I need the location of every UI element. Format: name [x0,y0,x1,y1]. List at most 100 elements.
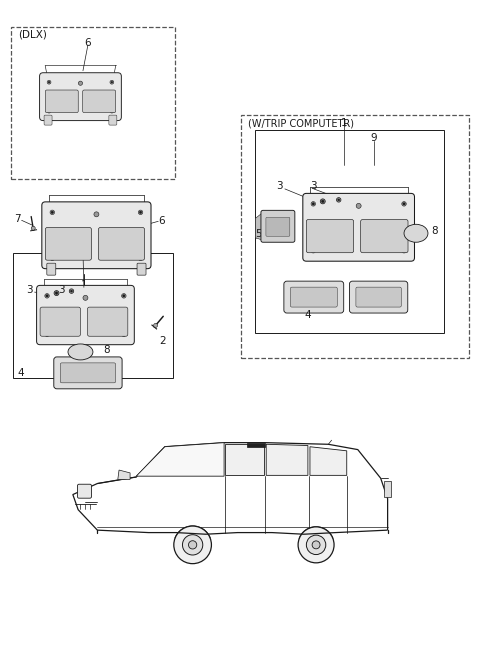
Ellipse shape [404,224,428,242]
Polygon shape [255,213,263,240]
Circle shape [110,80,114,84]
Circle shape [328,294,335,300]
FancyBboxPatch shape [45,228,91,260]
Circle shape [111,110,113,112]
FancyBboxPatch shape [266,217,290,236]
Ellipse shape [68,344,93,360]
Circle shape [182,535,203,555]
Circle shape [47,110,51,113]
Circle shape [138,256,143,260]
FancyBboxPatch shape [137,263,146,275]
Text: 4: 4 [18,368,24,378]
Circle shape [403,249,405,252]
Text: 8: 8 [431,226,438,236]
Text: 3: 3 [26,285,33,295]
Circle shape [110,110,114,113]
Circle shape [107,369,114,377]
Circle shape [311,249,315,253]
FancyBboxPatch shape [54,357,122,389]
Bar [255,130,444,333]
Circle shape [71,290,72,292]
Circle shape [50,210,55,215]
Text: 1: 1 [340,117,347,128]
Circle shape [31,226,35,230]
Circle shape [111,81,113,83]
Circle shape [78,81,83,85]
FancyBboxPatch shape [98,228,144,260]
Circle shape [48,81,50,83]
Polygon shape [136,443,224,476]
FancyBboxPatch shape [109,115,117,125]
Circle shape [392,294,399,300]
Circle shape [138,210,143,215]
FancyBboxPatch shape [303,194,415,261]
Polygon shape [225,444,264,476]
Circle shape [336,197,341,202]
Text: 6: 6 [84,38,91,48]
Text: 3: 3 [276,182,283,192]
Circle shape [121,294,126,298]
Circle shape [122,295,125,297]
Bar [384,482,391,497]
Circle shape [94,212,99,217]
Circle shape [402,201,406,206]
FancyBboxPatch shape [47,263,56,275]
Text: 7: 7 [14,215,21,224]
Circle shape [189,541,197,549]
FancyBboxPatch shape [360,220,408,253]
Circle shape [312,249,314,252]
Circle shape [83,295,88,300]
FancyBboxPatch shape [44,115,52,125]
FancyBboxPatch shape [290,287,337,307]
Bar [13,253,173,379]
Circle shape [121,332,126,337]
Circle shape [45,294,49,298]
Circle shape [298,527,334,563]
Circle shape [306,535,326,554]
Bar [241,115,469,358]
Polygon shape [247,443,265,447]
Polygon shape [266,444,308,476]
FancyBboxPatch shape [36,285,134,344]
Text: 9: 9 [370,133,377,142]
FancyBboxPatch shape [39,73,121,121]
FancyBboxPatch shape [356,287,401,307]
Circle shape [46,333,48,335]
FancyBboxPatch shape [306,220,354,253]
Circle shape [50,256,55,260]
Circle shape [154,323,157,327]
Text: 8: 8 [103,345,110,355]
FancyBboxPatch shape [349,281,408,313]
Circle shape [174,526,211,564]
FancyBboxPatch shape [77,484,92,498]
Text: 3: 3 [58,285,65,295]
Circle shape [45,332,49,337]
Circle shape [54,291,59,296]
Bar [11,27,175,179]
FancyBboxPatch shape [87,307,128,337]
Circle shape [356,203,361,209]
FancyBboxPatch shape [261,211,295,242]
Circle shape [55,292,58,295]
Text: 5: 5 [256,229,262,239]
FancyBboxPatch shape [284,281,344,313]
Circle shape [51,257,54,260]
Circle shape [338,199,340,201]
Polygon shape [310,447,347,476]
Circle shape [311,201,315,206]
FancyBboxPatch shape [60,363,116,383]
Text: (W/TRIP COMPUTETR): (W/TRIP COMPUTETR) [248,118,354,128]
Circle shape [46,295,48,297]
Text: 6: 6 [158,216,165,226]
Circle shape [139,257,142,260]
Circle shape [139,211,142,214]
Circle shape [403,203,405,205]
Circle shape [322,200,324,203]
Circle shape [69,289,74,293]
Circle shape [47,80,51,84]
FancyBboxPatch shape [45,90,78,113]
Circle shape [312,203,314,205]
Text: 4: 4 [304,310,311,320]
Text: 1: 1 [81,280,87,290]
FancyBboxPatch shape [40,307,81,337]
